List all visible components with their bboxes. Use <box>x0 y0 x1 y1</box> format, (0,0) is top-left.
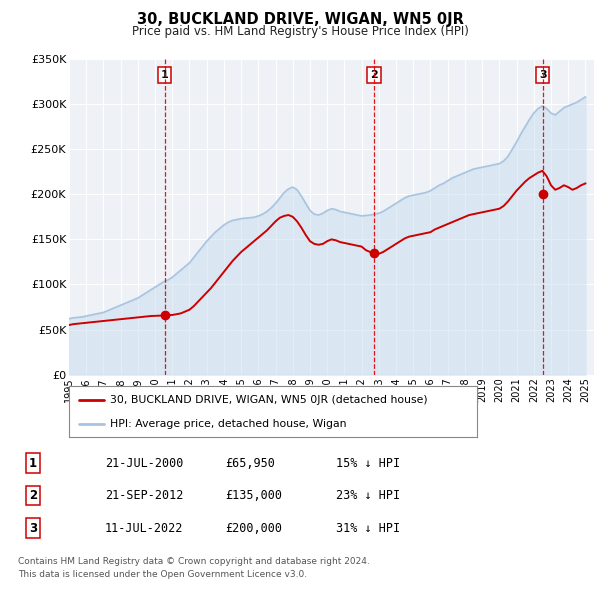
Text: 21-SEP-2012: 21-SEP-2012 <box>105 489 184 502</box>
Text: 21-JUL-2000: 21-JUL-2000 <box>105 457 184 470</box>
Text: Contains HM Land Registry data © Crown copyright and database right 2024.: Contains HM Land Registry data © Crown c… <box>18 558 370 566</box>
Text: £65,950: £65,950 <box>225 457 275 470</box>
Text: Price paid vs. HM Land Registry's House Price Index (HPI): Price paid vs. HM Land Registry's House … <box>131 25 469 38</box>
Text: £200,000: £200,000 <box>225 522 282 535</box>
Text: 31% ↓ HPI: 31% ↓ HPI <box>336 522 400 535</box>
Text: 15% ↓ HPI: 15% ↓ HPI <box>336 457 400 470</box>
Text: 3: 3 <box>29 522 37 535</box>
Text: 23% ↓ HPI: 23% ↓ HPI <box>336 489 400 502</box>
Text: 1: 1 <box>29 457 37 470</box>
Text: HPI: Average price, detached house, Wigan: HPI: Average price, detached house, Wiga… <box>110 419 346 429</box>
Text: 2: 2 <box>29 489 37 502</box>
Text: 1: 1 <box>161 70 169 80</box>
Text: 2: 2 <box>370 70 378 80</box>
Text: 11-JUL-2022: 11-JUL-2022 <box>105 522 184 535</box>
Text: 30, BUCKLAND DRIVE, WIGAN, WN5 0JR: 30, BUCKLAND DRIVE, WIGAN, WN5 0JR <box>137 12 463 27</box>
Text: £135,000: £135,000 <box>225 489 282 502</box>
Text: 30, BUCKLAND DRIVE, WIGAN, WN5 0JR (detached house): 30, BUCKLAND DRIVE, WIGAN, WN5 0JR (deta… <box>110 395 427 405</box>
Text: This data is licensed under the Open Government Licence v3.0.: This data is licensed under the Open Gov… <box>18 571 307 579</box>
Text: 3: 3 <box>539 70 547 80</box>
